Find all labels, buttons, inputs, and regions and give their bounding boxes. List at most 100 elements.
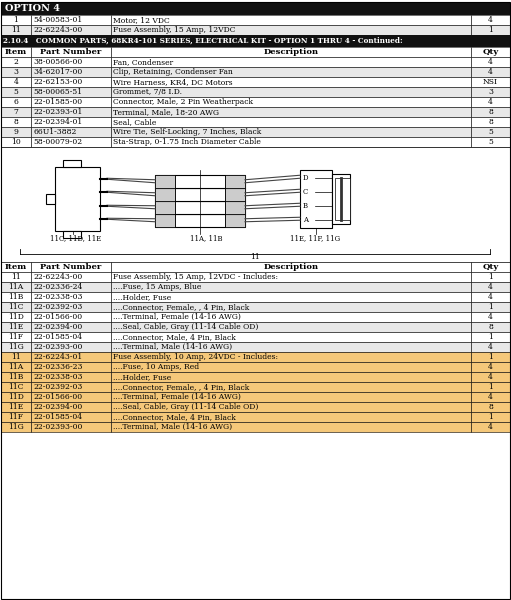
Bar [471,77,510,87]
Text: 11E, 11F, 11G: 11E, 11F, 11G [290,234,340,242]
Text: 1: 1 [488,333,493,341]
Text: 5: 5 [14,88,18,96]
Bar [155,201,245,214]
Text: 22-01585-04: 22-01585-04 [33,413,82,421]
Text: 22-02393-00: 22-02393-00 [33,423,82,431]
Bar [31,47,111,57]
Bar [1,382,31,392]
Bar [1,322,31,332]
Bar [471,15,510,25]
Text: 22-62243-00: 22-62243-00 [33,273,82,281]
Bar [31,15,111,25]
Bar [111,282,471,292]
Bar [31,57,111,67]
Text: Clip, Retaining, Condenser Fan: Clip, Retaining, Condenser Fan [113,68,233,76]
Text: 11: 11 [250,253,260,261]
Text: 6: 6 [14,98,18,106]
Bar [63,160,81,167]
Bar [471,392,510,402]
Bar [111,292,471,302]
Text: 8: 8 [14,118,18,126]
Bar [1,97,31,107]
Bar [155,188,245,201]
Bar [111,322,471,332]
Text: 7: 7 [14,108,18,116]
Bar [31,332,111,342]
Text: 1: 1 [488,383,493,391]
Text: Item: Item [5,48,27,56]
Text: 4: 4 [488,293,493,301]
Bar [111,262,471,272]
Bar [31,302,111,312]
Bar [471,57,510,67]
Text: ....Connector, Male, 4 Pin, Black: ....Connector, Male, 4 Pin, Black [113,333,236,341]
Text: 22-02336-24: 22-02336-24 [33,283,82,291]
Bar [1,342,31,352]
Text: 22-02392-03: 22-02392-03 [33,303,82,311]
Text: 22-02392-03: 22-02392-03 [33,383,82,391]
Text: 22-02338-03: 22-02338-03 [33,293,82,301]
Bar [111,352,471,362]
Bar [111,47,471,57]
Bar [31,262,111,272]
Text: ....Seal, Cable, Gray (11-14 Cable OD): ....Seal, Cable, Gray (11-14 Cable OD) [113,403,259,411]
Bar [155,188,175,201]
Text: 8: 8 [488,118,493,126]
Bar [31,422,111,432]
Text: ....Terminal, Female (14-16 AWG): ....Terminal, Female (14-16 AWG) [113,313,241,321]
Text: 58-00079-02: 58-00079-02 [33,138,82,146]
Text: ....Terminal, Female (14-16 AWG): ....Terminal, Female (14-16 AWG) [113,393,241,401]
Bar [471,382,510,392]
Bar [1,292,31,302]
Text: 4: 4 [488,423,493,431]
Bar [1,137,31,147]
Text: 22-01585-00: 22-01585-00 [33,98,82,106]
Bar [471,322,510,332]
Text: 11C, 11D, 11E: 11C, 11D, 11E [50,234,101,242]
Bar [31,342,111,352]
Bar [1,392,31,402]
Bar [1,282,31,292]
Text: 11F: 11F [9,413,24,421]
Text: 4: 4 [488,343,493,351]
Bar [1,332,31,342]
Bar [1,77,31,87]
Text: Item: Item [5,263,27,271]
Bar [225,214,245,227]
Bar [1,127,31,137]
Bar [155,214,245,227]
Bar [31,282,111,292]
Bar [225,201,245,214]
Bar [471,127,510,137]
Text: Part Number: Part Number [40,48,102,56]
Text: 4: 4 [488,283,493,291]
Text: 11G: 11G [8,343,24,351]
Bar [225,188,245,201]
Text: 11A: 11A [8,363,24,371]
Bar [31,25,111,35]
Bar [471,282,510,292]
Text: 22-02394-00: 22-02394-00 [33,403,82,411]
Bar [471,422,510,432]
Bar [111,392,471,402]
Bar [31,322,111,332]
Bar [111,137,471,147]
Text: 22-02394-01: 22-02394-01 [33,118,82,126]
Text: 1: 1 [488,26,493,34]
Text: 22-02338-03: 22-02338-03 [33,373,82,381]
Bar [471,342,510,352]
Text: 3: 3 [488,88,493,96]
Text: 22-01585-04: 22-01585-04 [33,333,82,341]
Bar [111,67,471,77]
Text: 10: 10 [11,138,21,146]
Bar [471,412,510,422]
Bar [471,302,510,312]
Bar [31,362,111,372]
Bar [31,352,111,362]
Bar [1,57,31,67]
Bar [111,127,471,137]
Bar [111,312,471,322]
Text: 2: 2 [14,58,18,66]
Bar [31,117,111,127]
Bar [1,67,31,77]
